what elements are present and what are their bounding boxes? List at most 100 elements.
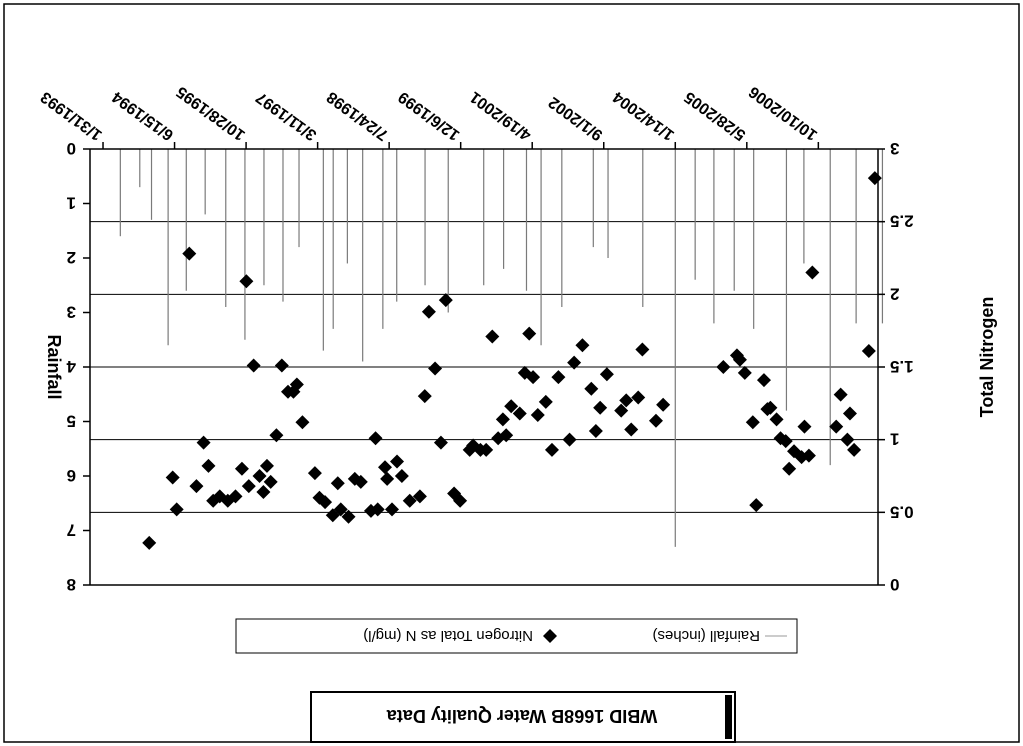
nitrogen-point-82 [716, 360, 731, 374]
nitrogen-point-60 [512, 406, 527, 421]
title-shadow-bar [725, 695, 732, 739]
nitrogen-point-101 [833, 387, 848, 402]
nitrogen-tick-label-2: 1 [890, 430, 899, 449]
nitrogen-point-2 [169, 502, 184, 517]
nitrogen-point-81 [656, 397, 671, 412]
nitrogen-point-75 [614, 403, 629, 418]
nitrogen-point-58 [499, 428, 514, 443]
nitrogen-point-28 [325, 508, 340, 523]
nitrogen-point-66 [544, 442, 559, 457]
nitrogen-point-44 [417, 389, 432, 404]
chart-legend: Rainfall (inches) Nitrogen Total as N (m… [235, 618, 798, 654]
nitrogen-point-13 [241, 479, 256, 494]
nitrogen-point-106 [867, 171, 882, 186]
nitrogen-point-72 [588, 423, 603, 438]
rainfall-axis-title: Rainfall [44, 334, 64, 399]
nitrogen-point-31 [341, 509, 356, 524]
nitrogen-point-91 [769, 412, 784, 427]
nitrogen-point-33 [353, 474, 368, 489]
nitrogen-point-78 [631, 390, 646, 405]
nitrogen-point-14 [246, 358, 261, 373]
nitrogen-point-76 [619, 393, 634, 408]
legend-box [235, 618, 798, 654]
nitrogen-tick-label-1: 0.5 [890, 502, 914, 521]
rainfall-tick-label-2: 2 [67, 248, 76, 267]
nitrogen-point-63 [526, 370, 541, 385]
nitrogen-point-104 [847, 442, 862, 457]
nitrogen-point-24 [295, 415, 310, 430]
nitrogen-point-17 [259, 458, 274, 473]
nitrogen-point-55 [485, 329, 500, 344]
nitrogen-point-48 [438, 293, 453, 308]
nitrogen-point-46 [428, 361, 443, 376]
nitrogen-point-11 [234, 461, 249, 476]
nitrogen-point-79 [635, 342, 650, 357]
nitrogen-point-87 [749, 498, 764, 513]
rainfall-tick-label-1: 1 [67, 194, 76, 213]
nitrogen-point-10 [228, 489, 243, 504]
nitrogen-point-97 [797, 419, 812, 434]
nitrogen-point-54 [479, 442, 494, 457]
nitrogen-point-61 [517, 365, 532, 380]
nitrogen-point-74 [599, 367, 614, 382]
nitrogen-point-41 [394, 469, 409, 483]
nitrogen-point-102 [840, 432, 855, 447]
rainfall-tick-label-3: 3 [67, 303, 76, 322]
nitrogen-point-47 [433, 435, 448, 450]
nitrogen-point-5 [196, 435, 211, 450]
nitrogen-point-36 [370, 502, 385, 517]
nitrogen-point-96 [794, 450, 809, 465]
nitrogen-point-98 [801, 448, 816, 463]
nitrogen-point-57 [495, 412, 510, 427]
nitrogen-point-59 [504, 399, 519, 414]
rainfall-tick-label-7: 7 [67, 521, 76, 540]
nitrogen-point-29 [330, 476, 345, 491]
nitrogen-tick-label-3: 1.5 [890, 357, 914, 376]
nitrogen-point-80 [648, 413, 663, 428]
nitrogen-point-86 [745, 415, 760, 430]
nitrogen-point-94 [782, 461, 797, 476]
legend-nitrogen-swatch [543, 629, 557, 643]
rainfall-tick-label-8: 8 [67, 575, 76, 594]
rainfall-tick-label-5: 5 [67, 412, 76, 431]
nitrogen-point-12 [239, 274, 254, 289]
nitrogen-point-35 [368, 431, 383, 446]
nitrogen-point-73 [593, 400, 608, 415]
nitrogen-point-62 [522, 326, 537, 341]
nitrogen-point-77 [624, 422, 639, 437]
nitrogen-point-71 [584, 381, 599, 396]
nitrogen-point-93 [778, 434, 793, 449]
nitrogen-tick-label-5: 2.5 [890, 212, 914, 231]
nitrogen-point-65 [538, 394, 553, 409]
nitrogen-point-84 [732, 352, 747, 367]
nitrogen-point-64 [530, 407, 545, 422]
nitrogen-tick-label-0: 0 [890, 575, 899, 594]
nitrogen-point-40 [390, 454, 405, 469]
rainfall-tick-label-6: 6 [67, 466, 76, 485]
nitrogen-point-67 [551, 370, 566, 385]
nitrogen-point-103 [842, 406, 857, 421]
nitrogen-point-43 [412, 489, 427, 504]
nitrogen-point-105 [861, 344, 876, 359]
legend-rainfall-label: Rainfall (inches) [652, 627, 760, 644]
nitrogen-point-90 [763, 400, 778, 415]
nitrogen-point-19 [269, 428, 284, 443]
nitrogen-point-45 [421, 304, 436, 319]
nitrogen-point-38 [380, 471, 395, 486]
legend-nitrogen-label: Nitrogen Total as N (mg/l) [363, 627, 533, 644]
nitrogen-point-85 [737, 365, 752, 380]
nitrogen-point-37 [377, 460, 392, 475]
nitrogen-point-100 [829, 419, 844, 434]
rainfall-tick-label-4: 4 [66, 357, 76, 376]
nitrogen-point-68 [562, 432, 577, 447]
nitrogen-point-3 [182, 246, 197, 261]
nitrogen-point-15 [252, 469, 267, 483]
nitrogen-point-18 [263, 474, 278, 489]
nitrogen-tick-label-4: 2 [890, 284, 899, 303]
nitrogen-point-1 [165, 470, 180, 485]
nitrogen-point-0 [142, 535, 157, 550]
